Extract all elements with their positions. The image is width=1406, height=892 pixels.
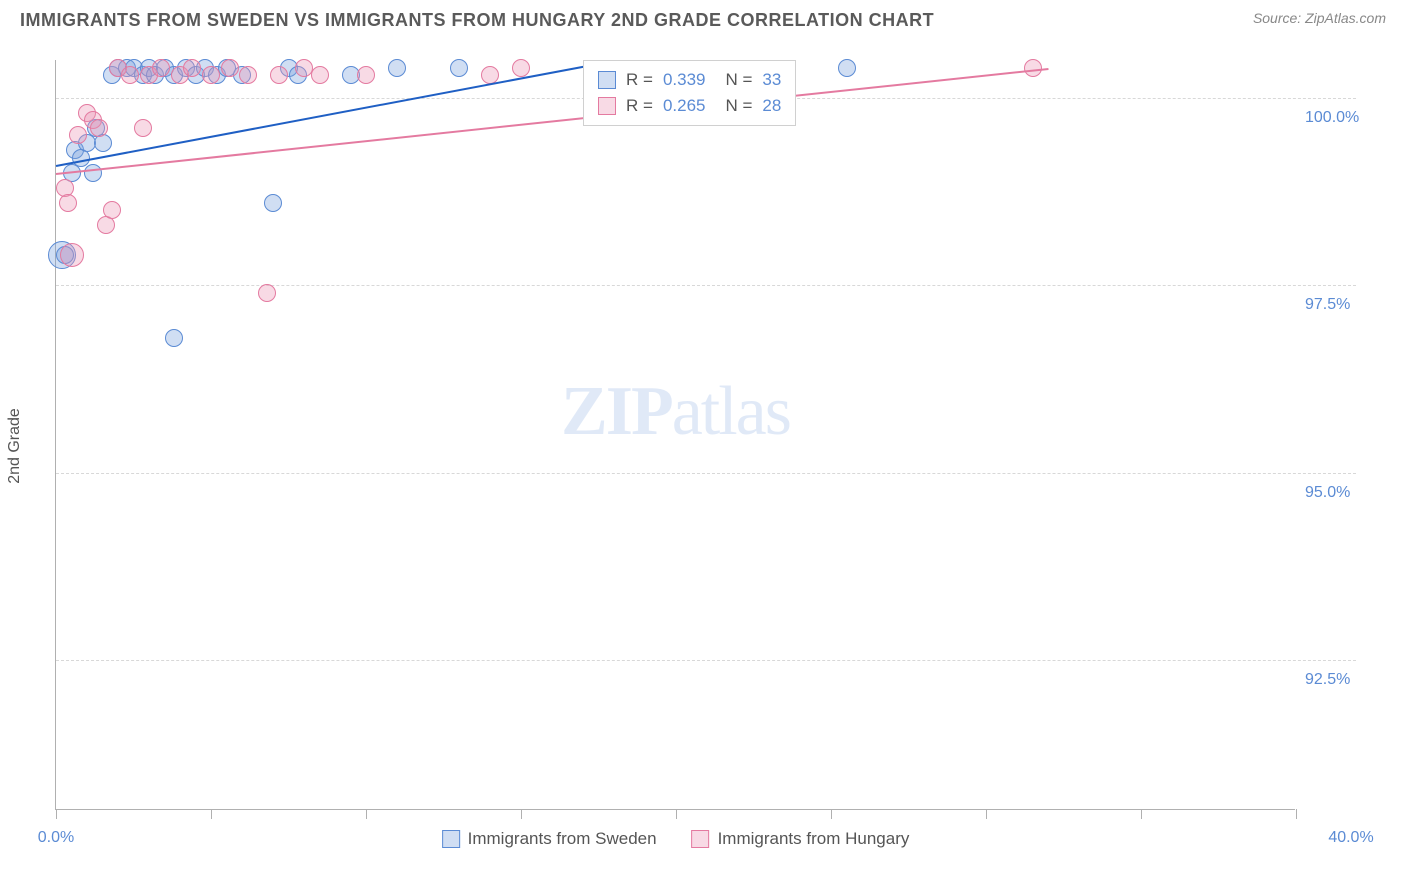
chart-title: IMMIGRANTS FROM SWEDEN VS IMMIGRANTS FRO… (20, 10, 934, 31)
x-axis-tick (1296, 809, 1297, 819)
y-axis-title: 2nd Grade (6, 408, 24, 484)
x-axis-end-label: 40.0% (1328, 829, 1373, 847)
scatter-point-hungary[interactable] (152, 59, 170, 77)
series-legend: Immigrants from Sweden Immigrants from Hu… (442, 829, 910, 849)
x-axis-tick (211, 809, 212, 819)
scatter-point-hungary[interactable] (311, 66, 329, 84)
legend-item-label: Immigrants from Sweden (468, 829, 657, 849)
scatter-point-hungary[interactable] (59, 194, 77, 212)
gridline-horizontal (56, 660, 1356, 661)
legend-r-value: 0.265 (663, 96, 706, 116)
x-axis-tick (521, 809, 522, 819)
scatter-point-sweden[interactable] (264, 194, 282, 212)
scatter-point-hungary[interactable] (239, 66, 257, 84)
x-axis-tick (1141, 809, 1142, 819)
legend-row-hungary: R = 0.265 N = 28 (598, 93, 781, 119)
legend-n-value: 28 (762, 96, 781, 116)
scatter-point-hungary[interactable] (183, 59, 201, 77)
x-axis-tick (986, 809, 987, 819)
scatter-point-hungary[interactable] (202, 66, 220, 84)
scatter-point-hungary[interactable] (103, 201, 121, 219)
scatter-point-hungary[interactable] (270, 66, 288, 84)
legend-item-sweden[interactable]: Immigrants from Sweden (442, 829, 657, 849)
scatter-point-hungary[interactable] (90, 119, 108, 137)
scatter-point-hungary[interactable] (121, 66, 139, 84)
y-axis-tick-label: 95.0% (1305, 484, 1395, 502)
legend-swatch-icon (692, 830, 710, 848)
gridline-horizontal (56, 473, 1356, 474)
y-axis-tick-label: 97.5% (1305, 296, 1395, 314)
scatter-point-hungary[interactable] (60, 243, 84, 267)
legend-n-label: N = (725, 70, 752, 90)
y-axis-tick-label: 100.0% (1305, 109, 1395, 127)
scatter-point-hungary[interactable] (134, 119, 152, 137)
legend-swatch-icon (442, 830, 460, 848)
legend-r-value: 0.339 (663, 70, 706, 90)
legend-swatch-icon (598, 97, 616, 115)
legend-swatch-icon (598, 71, 616, 89)
watermark-logo: ZIPatlas (561, 372, 790, 452)
trendline-hungary (56, 68, 1048, 175)
scatter-point-sweden[interactable] (84, 164, 102, 182)
legend-row-sweden: R = 0.339 N = 33 (598, 67, 781, 93)
legend-n-value: 33 (762, 70, 781, 90)
scatter-point-hungary[interactable] (1024, 59, 1042, 77)
scatter-point-hungary[interactable] (69, 126, 87, 144)
scatter-point-hungary[interactable] (357, 66, 375, 84)
scatter-point-hungary[interactable] (221, 59, 239, 77)
legend-r-label: R = (626, 96, 653, 116)
scatter-point-sweden[interactable] (838, 59, 856, 77)
gridline-horizontal (56, 285, 1356, 286)
scatter-point-hungary[interactable] (512, 59, 530, 77)
y-axis-tick-label: 92.5% (1305, 671, 1395, 689)
x-axis-tick (56, 809, 57, 819)
scatter-point-sweden[interactable] (450, 59, 468, 77)
scatter-point-sweden[interactable] (165, 329, 183, 347)
legend-r-label: R = (626, 70, 653, 90)
x-axis-start-label: 0.0% (38, 829, 74, 847)
chart-plot-area: ZIPatlas 100.0%97.5%95.0%92.5%0.0%40.0%R… (55, 60, 1295, 810)
legend-item-hungary[interactable]: Immigrants from Hungary (692, 829, 910, 849)
scatter-point-hungary[interactable] (258, 284, 276, 302)
legend-item-label: Immigrants from Hungary (718, 829, 910, 849)
x-axis-tick (676, 809, 677, 819)
legend-n-label: N = (725, 96, 752, 116)
x-axis-tick (366, 809, 367, 819)
x-axis-tick (831, 809, 832, 819)
scatter-point-sweden[interactable] (388, 59, 406, 77)
correlation-legend-box: R = 0.339 N = 33 R = 0.265 N = 28 (583, 60, 796, 126)
source-attribution: Source: ZipAtlas.com (1253, 10, 1386, 26)
